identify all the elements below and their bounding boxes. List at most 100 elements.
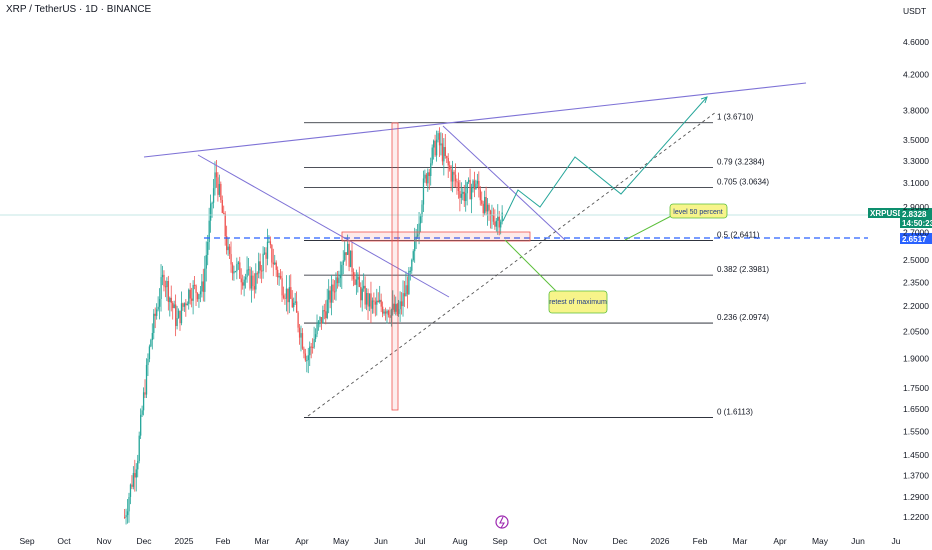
candle-body — [341, 264, 343, 276]
candle-body — [297, 312, 299, 328]
candle-body — [494, 221, 496, 227]
candle-body — [446, 156, 448, 159]
candle-body — [314, 334, 317, 339]
candle-body — [495, 220, 498, 227]
candle-body — [459, 191, 461, 198]
candle-body — [205, 254, 207, 269]
candle-body — [466, 182, 468, 194]
fib-label: 0.79 (3.2384) — [717, 158, 765, 167]
candle-body — [284, 297, 286, 299]
x-tick-label: Nov — [96, 536, 112, 546]
candle-body — [363, 285, 365, 289]
candle-body — [498, 216, 500, 228]
candle-body — [233, 271, 235, 274]
candle-body — [396, 304, 398, 315]
candle-body — [354, 279, 356, 285]
candle-body — [300, 333, 302, 338]
candle-body — [484, 196, 486, 213]
candle-body — [428, 172, 430, 176]
candle-body — [255, 273, 257, 290]
candle-body — [489, 210, 492, 216]
candle-body — [373, 300, 375, 302]
candle-body — [438, 133, 441, 146]
candle-body — [249, 269, 251, 289]
candle-body — [443, 147, 445, 162]
candle-body — [304, 353, 307, 361]
candle-body — [243, 279, 245, 286]
candle-body — [435, 139, 438, 156]
candle-body — [259, 261, 261, 271]
candle-body — [237, 262, 239, 265]
candle-body — [328, 290, 330, 300]
candle-body — [383, 311, 385, 314]
y-tick-label: 2.2000 — [903, 301, 929, 311]
candle-body — [319, 317, 321, 322]
candle-body — [164, 286, 167, 288]
candle-body — [440, 143, 442, 146]
candle-body — [131, 484, 133, 487]
candle-body — [161, 274, 164, 278]
timeframe-icon[interactable] — [495, 515, 509, 529]
callout-pointer — [624, 213, 676, 241]
candle-body — [482, 203, 484, 213]
candle-body — [288, 287, 291, 303]
x-axis[interactable]: Sep Oct Nov Dec 2025 Feb Mar Apr May Jun Jul Aug Sep… — [19, 536, 900, 546]
candle-body — [287, 288, 289, 303]
candle-body — [371, 300, 374, 309]
candle-body — [465, 193, 467, 202]
candle-body — [414, 239, 416, 252]
y-axis[interactable]: 4.6000 4.2000 3.8000 3.5000 3.3000 3.1000 2.90… — [903, 37, 929, 522]
candle-body — [272, 262, 274, 265]
candle-body — [240, 278, 242, 283]
candle-body — [360, 286, 362, 301]
currency-label: USDT — [903, 6, 926, 16]
candle-body — [156, 309, 158, 316]
annotation-box — [548, 290, 608, 314]
level-tag-value: 2.6517 — [902, 235, 927, 244]
candle-body — [271, 244, 273, 263]
candle-body — [134, 473, 136, 478]
y-tick-label: 2.5000 — [903, 255, 929, 265]
candle-body — [290, 287, 292, 299]
candle-body — [454, 174, 457, 182]
y-tick-label: 2.0500 — [903, 326, 929, 336]
candle-body — [124, 517, 126, 518]
candle-body — [265, 252, 267, 259]
x-tick-label: Feb — [216, 536, 231, 546]
candle-body — [186, 303, 188, 306]
candle-body — [485, 196, 487, 212]
candle-body — [403, 293, 406, 297]
candle-body — [368, 293, 371, 307]
candle-body — [142, 392, 145, 411]
candle-body — [294, 301, 296, 303]
projection-path — [502, 96, 708, 222]
vertical-highlight-box — [391, 122, 399, 411]
candle-body — [408, 270, 410, 295]
y-tick-label: 4.6000 — [903, 37, 929, 47]
candle-body — [141, 410, 143, 415]
candle-body — [316, 324, 318, 335]
candle-body — [398, 309, 400, 315]
candle-body — [364, 285, 366, 305]
candle-body — [336, 277, 339, 284]
candle-body — [348, 243, 350, 267]
candle-body — [486, 204, 489, 212]
candle-body — [497, 216, 499, 221]
candle-body — [395, 304, 397, 312]
candle-body — [430, 163, 432, 176]
candle-body — [447, 158, 449, 166]
x-tick-label: Mar — [255, 536, 270, 546]
candle-body — [279, 275, 282, 279]
candle-body — [449, 165, 451, 170]
candle-body — [125, 515, 127, 518]
candle-body — [422, 178, 425, 205]
candle-body — [469, 179, 471, 200]
candle-body — [262, 253, 264, 272]
candle-body — [377, 300, 379, 302]
candle-body — [312, 346, 314, 348]
candle-body — [246, 269, 248, 278]
candle-body — [322, 310, 324, 324]
candle-body — [151, 332, 153, 341]
y-tick-label: 3.5000 — [903, 135, 929, 145]
